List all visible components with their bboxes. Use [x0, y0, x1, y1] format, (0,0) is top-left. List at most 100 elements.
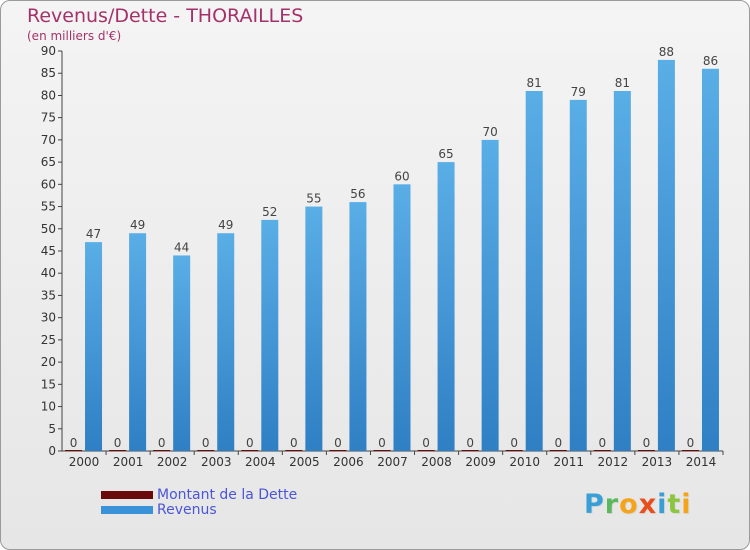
- x-tick-label: 2004: [245, 455, 276, 469]
- legend-label-dette: Montant de la Dette: [157, 486, 298, 503]
- bar-dette: [197, 450, 215, 451]
- y-tick-label: 75: [41, 111, 56, 125]
- data-label-dette: 0: [202, 436, 210, 450]
- y-tick-label: 80: [41, 88, 56, 102]
- data-label-revenus: 49: [218, 218, 233, 232]
- legend-item-revenus: Revenus: [101, 501, 297, 518]
- bar-revenus: [569, 99, 587, 451]
- data-label-dette: 0: [158, 436, 166, 450]
- bar-revenus: [481, 139, 499, 451]
- x-tick-label: 2002: [157, 455, 188, 469]
- data-label-dette: 0: [687, 436, 695, 450]
- y-tick-label: 35: [41, 288, 56, 302]
- data-label-revenus: 79: [571, 85, 586, 99]
- bar-revenus: [657, 59, 675, 452]
- x-tick-label: 2012: [598, 455, 629, 469]
- data-label-dette: 0: [246, 436, 254, 450]
- bar-dette: [637, 450, 655, 451]
- bar-revenus: [613, 91, 631, 451]
- bar-dette: [285, 450, 303, 451]
- data-label-revenus: 88: [659, 45, 674, 59]
- chart-title: Revenus/Dette - THORAILLES: [27, 5, 304, 27]
- x-tick-label: 2000: [69, 455, 100, 469]
- y-tick-label: 25: [41, 333, 56, 347]
- bar-dette: [461, 450, 479, 451]
- data-label-revenus: 49: [130, 218, 145, 232]
- y-tick-label: 0: [48, 444, 56, 458]
- y-tick-label: 65: [41, 155, 56, 169]
- data-label-dette: 0: [466, 436, 474, 450]
- y-tick-label: 55: [41, 200, 56, 214]
- data-label-dette: 0: [70, 436, 78, 450]
- y-tick-label: 70: [41, 133, 56, 147]
- bar-dette: [505, 450, 523, 451]
- bar-revenus: [349, 202, 367, 451]
- legend-item-dette: Montant de la Dette: [101, 486, 298, 503]
- data-label-revenus: 52: [262, 205, 277, 219]
- bar-revenus: [525, 91, 543, 451]
- bar-revenus: [129, 233, 147, 451]
- x-tick-label: 2008: [421, 455, 452, 469]
- data-label-dette: 0: [334, 436, 342, 450]
- legend-swatch-dette: [101, 490, 153, 499]
- data-label-revenus: 56: [350, 187, 365, 201]
- y-tick-label: 60: [41, 177, 56, 191]
- data-label-dette: 0: [290, 436, 298, 450]
- x-tick-label: 2007: [377, 455, 408, 469]
- y-tick-label: 90: [41, 44, 56, 58]
- bar-revenus: [85, 242, 103, 451]
- y-tick-label: 50: [41, 222, 56, 236]
- data-label-dette: 0: [554, 436, 562, 450]
- x-tick-label: 2006: [333, 455, 364, 469]
- bar-revenus: [261, 219, 279, 451]
- x-tick-label: 2009: [465, 455, 496, 469]
- y-tick-label: 40: [41, 266, 56, 280]
- y-tick-label: 45: [41, 244, 56, 258]
- x-tick-label: 2014: [686, 455, 717, 469]
- y-tick-label: 10: [41, 400, 56, 414]
- data-label-dette: 0: [378, 436, 386, 450]
- bar-dette: [109, 450, 127, 451]
- bar-dette: [681, 450, 699, 451]
- x-tick-label: 2010: [509, 455, 540, 469]
- data-label-revenus: 86: [703, 54, 718, 68]
- bar-dette: [549, 450, 567, 451]
- chart-legend: Montant de la Dette Revenus: [101, 486, 298, 518]
- data-label-revenus: 81: [527, 76, 542, 90]
- data-label-dette: 0: [510, 436, 518, 450]
- legend-swatch-revenus: [101, 505, 153, 514]
- data-label-revenus: 55: [306, 192, 321, 206]
- y-tick-label: 20: [41, 355, 56, 369]
- proxiti-logo: Proxiti: [584, 489, 692, 520]
- bar-revenus: [173, 255, 191, 451]
- x-tick-label: 2011: [553, 455, 584, 469]
- data-label-dette: 0: [643, 436, 651, 450]
- y-tick-label: 5: [48, 422, 56, 436]
- data-label-revenus: 65: [438, 147, 453, 161]
- data-label-revenus: 60: [394, 169, 409, 183]
- bar-dette: [65, 450, 83, 451]
- bar-dette: [373, 450, 391, 451]
- chart-subtitle: (en milliers d'€): [27, 29, 122, 43]
- x-tick-label: 2005: [289, 455, 320, 469]
- data-label-dette: 0: [114, 436, 122, 450]
- data-label-revenus: 47: [86, 227, 101, 241]
- bar-dette: [593, 450, 611, 451]
- bar-revenus: [701, 68, 719, 452]
- data-label-revenus: 81: [615, 76, 630, 90]
- bar-dette: [329, 450, 347, 451]
- y-tick-label: 85: [41, 66, 56, 80]
- x-tick-label: 2013: [642, 455, 673, 469]
- y-tick-label: 15: [41, 377, 56, 391]
- data-label-revenus: 70: [482, 125, 497, 139]
- data-label-revenus: 44: [174, 240, 189, 254]
- bar-dette: [241, 450, 259, 451]
- bar-revenus: [437, 162, 455, 451]
- legend-label-revenus: Revenus: [157, 501, 217, 518]
- bar-dette: [417, 450, 435, 451]
- y-tick-label: 30: [41, 311, 56, 325]
- bar-revenus: [393, 184, 411, 452]
- bar-revenus: [305, 206, 323, 451]
